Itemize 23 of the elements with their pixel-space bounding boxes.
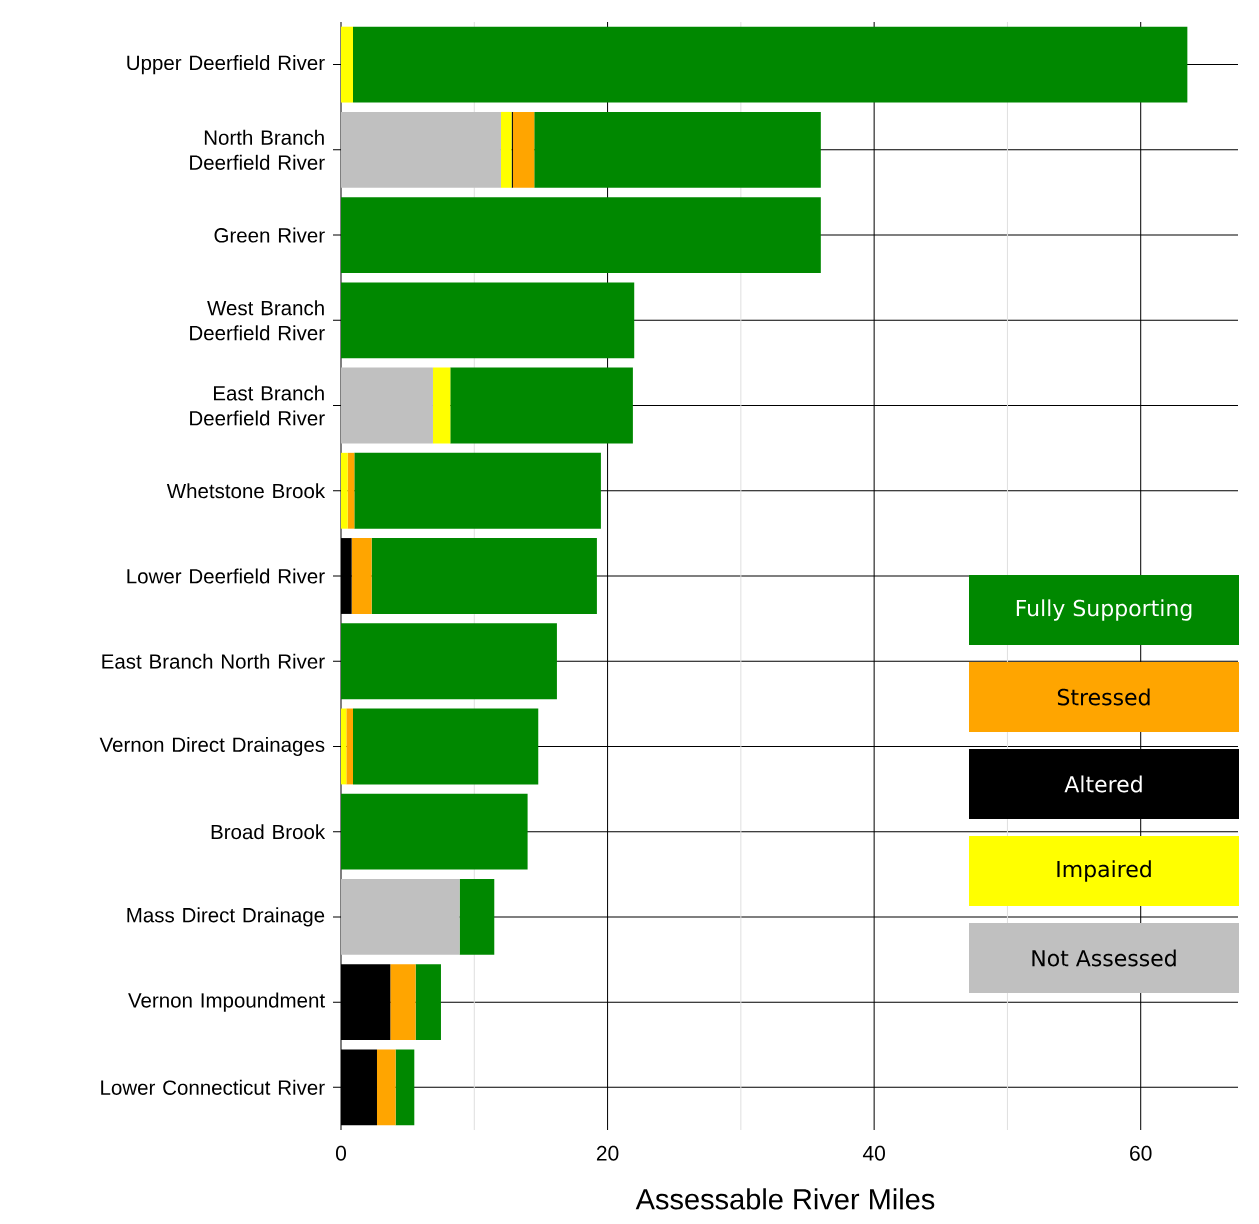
text: Stressed — [1057, 688, 1150, 706]
y-tick-label: Broad Brook — [211, 824, 326, 840]
text: Impaired — [1057, 860, 1151, 882]
y-tick-label: North Branch Deerfield River — [190, 129, 325, 170]
x-tick-label: 40 — [862, 1145, 885, 1161]
y-tick-label: Vernon Impoundment — [128, 992, 325, 1012]
text: Not Assessed — [1032, 949, 1176, 967]
y-tick-label: Lower Deerfield River — [127, 568, 325, 584]
y-tick-label: East Branch Deerfield River — [190, 385, 325, 426]
y-tick-label: Upper Deerfield River — [127, 55, 325, 75]
y-tick-label: Vernon Direct Drainages — [99, 736, 325, 756]
x-tick-label: 0 — [335, 1145, 347, 1161]
text: Altered — [1064, 775, 1142, 793]
y-tick-label: Whetstone Brook — [166, 483, 326, 499]
y-tick-label: Lower Connecticut River — [101, 1079, 325, 1095]
y-tick-label: Mass Direct Drainage — [127, 907, 325, 927]
x-tick-label: 20 — [596, 1145, 619, 1161]
x-axis-title: Assessable River Miles — [635, 1188, 935, 1210]
text: Fully Supporting — [1016, 599, 1192, 621]
x-tick-label: 60 — [1130, 1145, 1152, 1161]
y-tick-label: West Branch Deerfield River — [190, 300, 325, 341]
y-tick-label: Green River — [214, 227, 325, 243]
y-tick-label: East Branch North River — [102, 653, 325, 669]
